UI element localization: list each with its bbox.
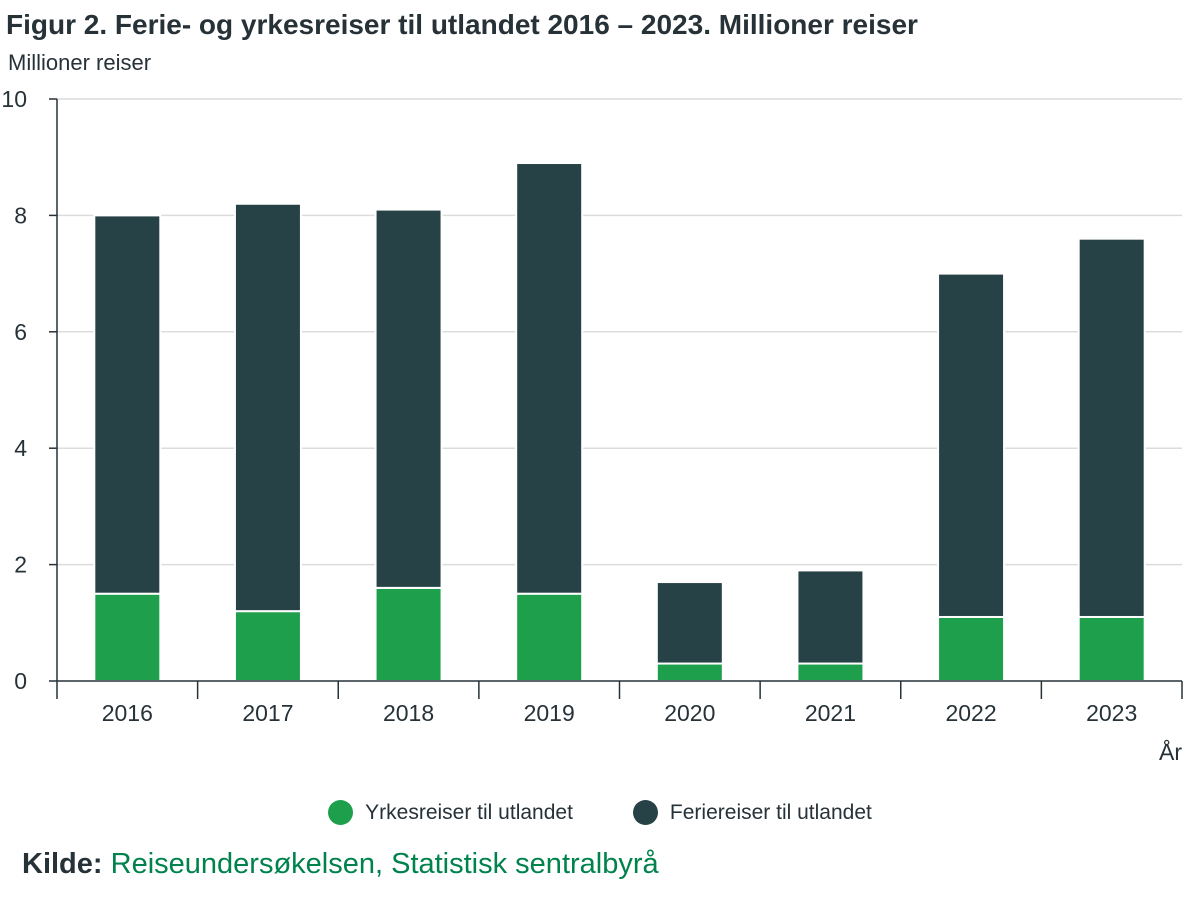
- legend-item-feriereiser[interactable]: Feriereiser til utlandet: [632, 800, 872, 825]
- stacked-bar-chart: 0 2 4 6 8 10 2016 2017 2018 2019 2020 2021 2022 2023 Å…: [1, 86, 1183, 765]
- tick-labels: 0 2 4 6 8 10 2016 2017 2018 2019 2020 2021 2022 2023 Å…: [1, 86, 1182, 765]
- source-line: Kilde: Reiseundersøkelsen, Statistisk se…: [22, 848, 659, 881]
- bar-feriereiser-2017[interactable]: [233, 202, 302, 613]
- legend: Yrkesreiser til utlandet Feriereiser til…: [0, 800, 1200, 825]
- x-tick-label: 2017: [242, 700, 293, 726]
- bar-yrkesreiser-2016[interactable]: [93, 592, 162, 683]
- bars: [93, 162, 1146, 683]
- grid-lines: [57, 98, 1182, 566]
- bar-feriereiser-2023[interactable]: [1077, 237, 1146, 618]
- x-tick-label: 2016: [102, 700, 153, 726]
- y-tick-label: 6: [14, 319, 27, 345]
- x-tick-label: 2018: [383, 700, 434, 726]
- chart-title: Figur 2. Ferie- og yrkesreiser til utlan…: [6, 9, 918, 40]
- bar-feriereiser-2021[interactable]: [796, 569, 865, 665]
- bar-feriereiser-2018[interactable]: [374, 208, 443, 589]
- legend-swatch-yrkesreiser: [328, 800, 354, 825]
- bar-feriereiser-2022[interactable]: [937, 272, 1006, 618]
- legend-swatch-feriereiser: [632, 800, 658, 825]
- axes: [49, 98, 1183, 699]
- source-label: Kilde:: [22, 848, 103, 880]
- x-tick-label: 2019: [524, 700, 575, 726]
- bar-feriereiser-2016[interactable]: [93, 214, 162, 595]
- y-axis-label: Millioner reiser: [8, 50, 152, 75]
- y-tick-label: 8: [14, 202, 27, 228]
- y-tick-label: 0: [14, 668, 27, 694]
- legend-item-yrkesreiser[interactable]: Yrkesreiser til utlandet: [328, 800, 573, 825]
- bar-yrkesreiser-2022[interactable]: [937, 615, 1006, 682]
- x-tick-label: 2023: [1086, 700, 1137, 726]
- x-tick-label: 2022: [945, 700, 996, 726]
- bar-yrkesreiser-2018[interactable]: [374, 586, 443, 683]
- bar-yrkesreiser-2017[interactable]: [233, 610, 302, 682]
- bar-yrkesreiser-2021[interactable]: [796, 662, 865, 682]
- bar-yrkesreiser-2019[interactable]: [515, 592, 584, 683]
- x-axis-label: År: [1159, 738, 1182, 765]
- y-tick-label: 2: [14, 552, 27, 578]
- y-tick-label: 10: [1, 86, 27, 112]
- bar-yrkesreiser-2020[interactable]: [655, 662, 724, 682]
- legend-label-yrkesreiser: Yrkesreiser til utlandet: [365, 800, 573, 824]
- x-tick-label: 2020: [664, 700, 715, 726]
- legend-label-feriereiser: Feriereiser til utlandet: [669, 800, 872, 824]
- x-tick-label: 2021: [805, 700, 856, 726]
- bar-feriereiser-2019[interactable]: [515, 162, 584, 595]
- y-tick-label: 4: [14, 435, 27, 461]
- bar-feriereiser-2020[interactable]: [655, 581, 724, 665]
- source-link[interactable]: Reiseundersøkelsen, Statistisk sentralby…: [110, 848, 659, 880]
- bar-yrkesreiser-2023[interactable]: [1077, 615, 1146, 682]
